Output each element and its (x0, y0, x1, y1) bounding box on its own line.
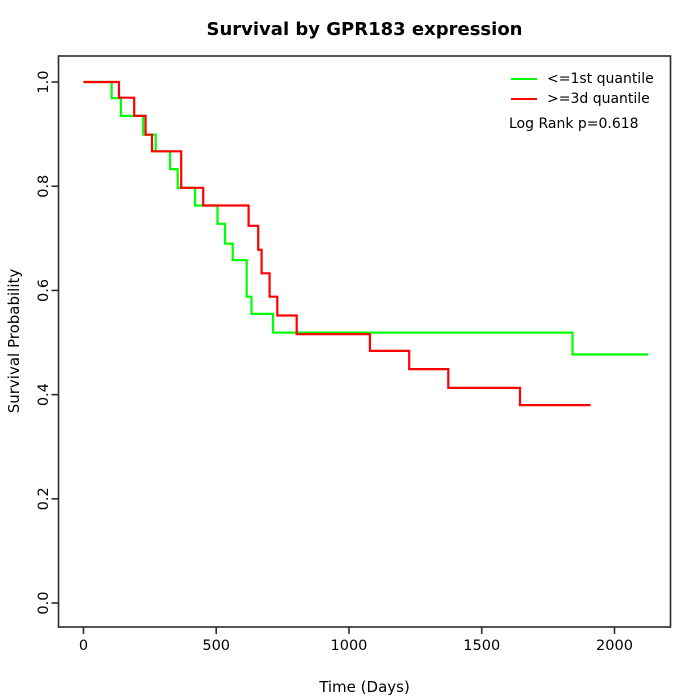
legend-label-third-quantile: >=3d quantile (547, 91, 650, 107)
x-tick-label: 2000 (596, 638, 633, 654)
y-tick-label: 0.8 (36, 175, 52, 198)
legend-label-first-quantile: <=1st quantile (547, 71, 654, 87)
y-tick-label: 1.0 (36, 71, 52, 94)
legend-line-sample-red (511, 98, 537, 100)
x-axis-label: Time (Days) (319, 678, 410, 696)
survival-curve-1 (83, 80, 591, 407)
y-tick-label: 0.0 (36, 592, 52, 615)
legend-item-first-quantile: <=1st quantile (511, 71, 654, 87)
x-tick-label: 1500 (463, 638, 500, 654)
legend-item-third-quantile: >=3d quantile (511, 91, 650, 107)
log-rank-annotation: Log Rank p=0.618 (509, 116, 639, 132)
x-tick-label: 1000 (331, 638, 368, 654)
y-tick-label: 0.2 (36, 487, 52, 510)
plot-border (57, 55, 672, 628)
legend-line-sample-green (511, 78, 537, 80)
y-tick-label: 0.6 (36, 279, 52, 302)
chart-title: Survival by GPR183 expression (206, 19, 523, 40)
y-tick-label: 0.4 (36, 383, 52, 406)
x-tick-label: 500 (202, 638, 230, 654)
x-tick-label: 0 (79, 638, 88, 654)
y-axis-label: Survival Probability (5, 268, 23, 414)
